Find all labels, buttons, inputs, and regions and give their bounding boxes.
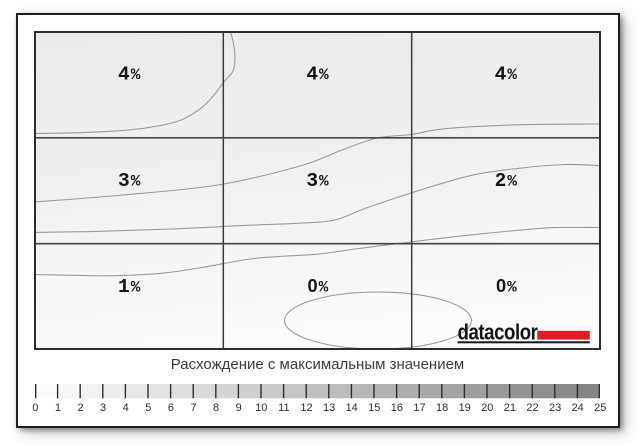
svg-text:2%: 2% (495, 170, 518, 192)
svg-text:datacolor: datacolor (458, 320, 539, 345)
svg-text:0%: 0% (496, 276, 517, 297)
svg-text:3%: 3% (118, 170, 141, 192)
svg-text:3%: 3% (306, 170, 329, 192)
svg-text:4%: 4% (306, 64, 329, 86)
svg-text:4%: 4% (495, 64, 518, 86)
svg-text:4%: 4% (118, 64, 141, 86)
svg-text:0%: 0% (308, 276, 329, 297)
svg-text:1%: 1% (118, 276, 141, 298)
